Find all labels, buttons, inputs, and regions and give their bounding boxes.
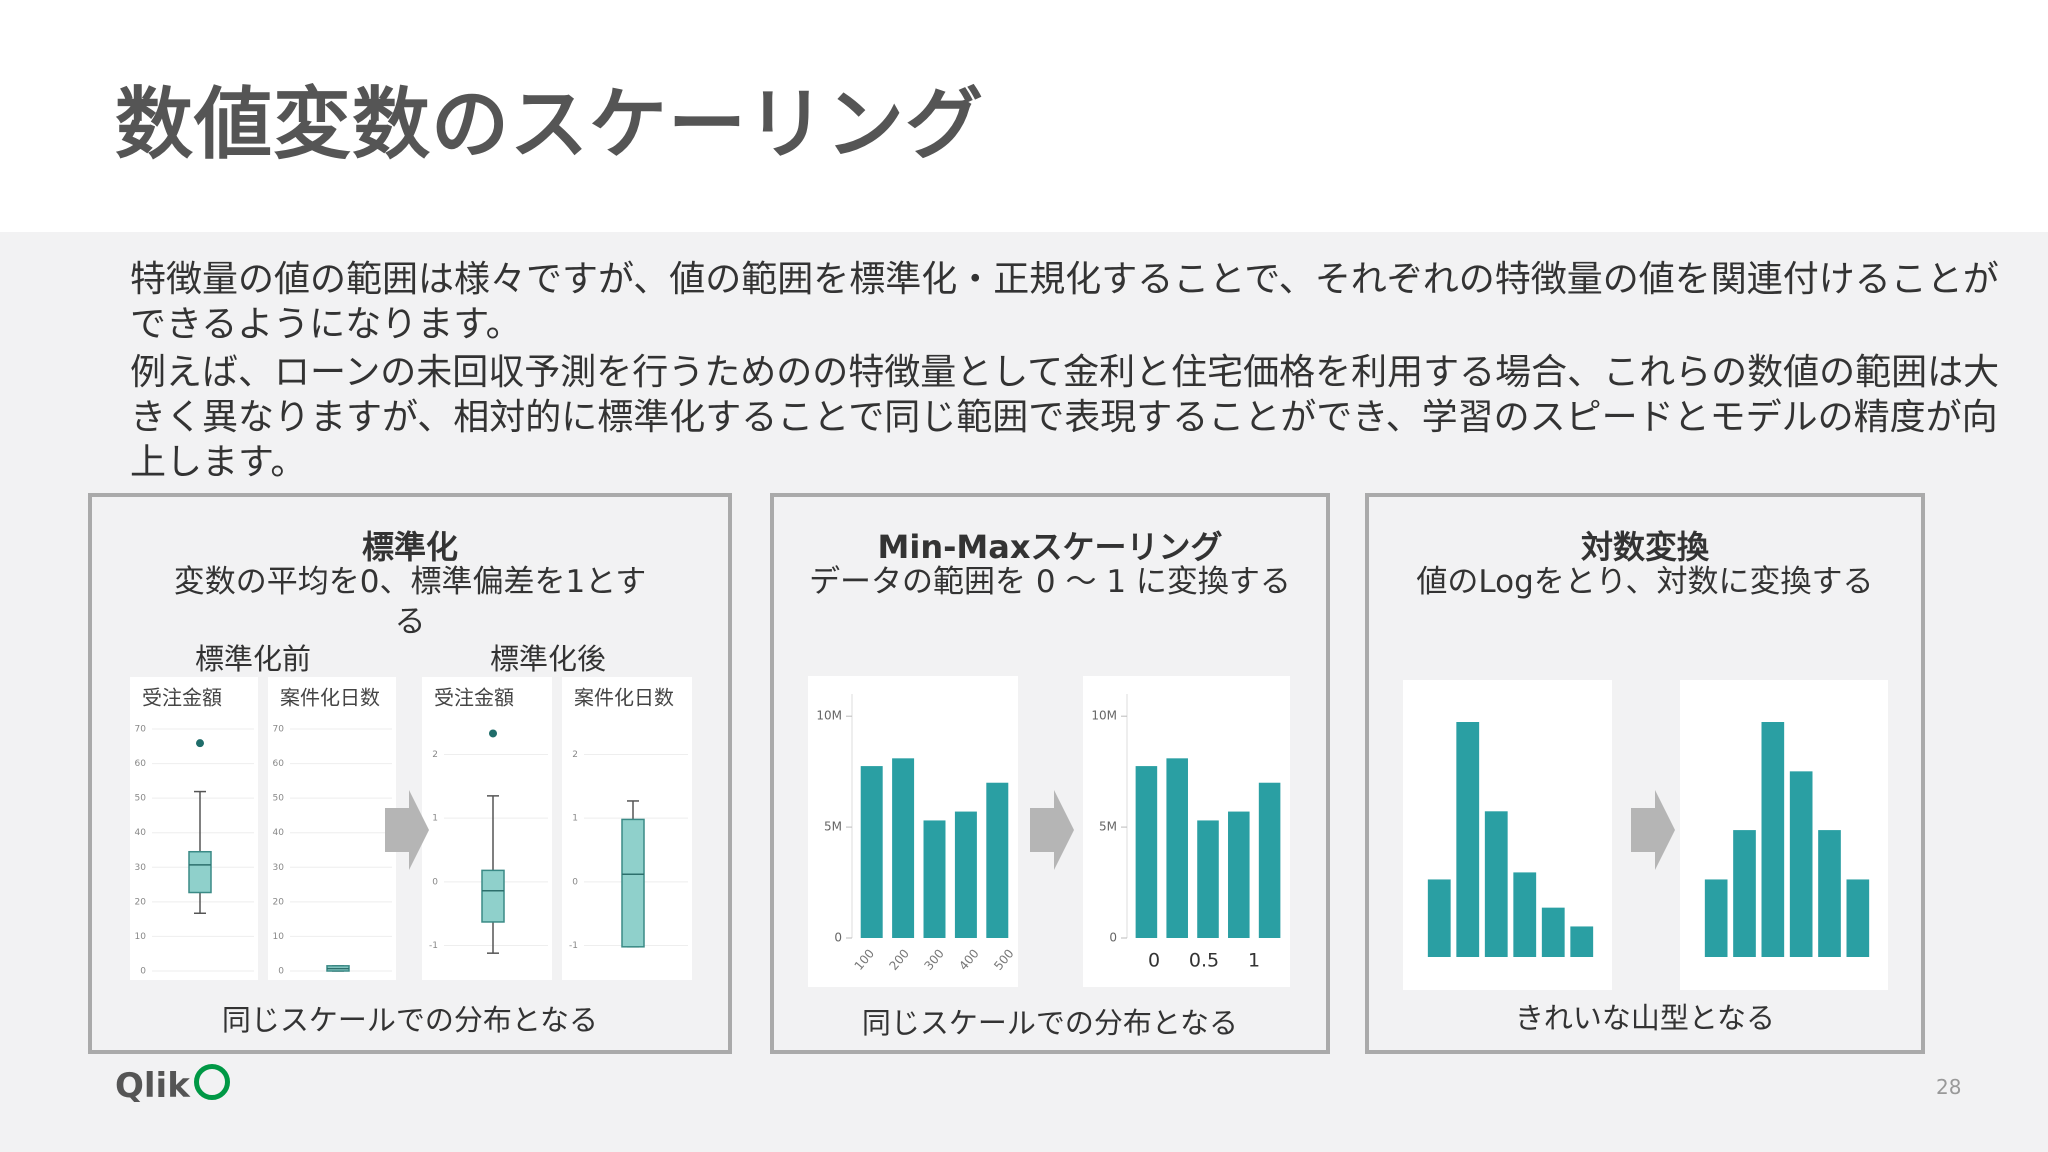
panel-caption: 同じスケールでの分布となる	[861, 1006, 1239, 1040]
bar	[1846, 879, 1870, 957]
y-tick-label: 30	[273, 863, 285, 873]
chart-title: 受注金額	[142, 686, 222, 710]
y-tick-label: 0	[572, 877, 578, 887]
y-tick-label: 1	[572, 814, 578, 824]
y-tick-label: 20	[273, 897, 285, 907]
bar	[1166, 758, 1188, 938]
y-tick-label: 10M	[816, 709, 842, 723]
bar	[1818, 830, 1841, 957]
chart-bg	[268, 677, 396, 980]
y-tick-label: 2	[432, 750, 438, 760]
y-tick-label: 30	[135, 863, 147, 873]
y-tick-label: 50	[273, 794, 285, 804]
y-tick-label: 5M	[1099, 820, 1117, 834]
panel-description: 変数の平均を0、標準偏差を1とする	[173, 564, 647, 640]
bar	[923, 820, 946, 938]
panel-caption: きれいな山型となる	[1514, 1001, 1776, 1035]
y-tick-label: 0	[834, 931, 842, 945]
y-tick-label: 0	[1109, 931, 1117, 945]
panel	[1365, 493, 1925, 1054]
bar	[1456, 722, 1480, 957]
bar	[954, 811, 977, 938]
paragraph: 特徴量の値の範囲は様々ですが、値の範囲を標準化・正規化することで、それぞれの特徴…	[130, 259, 1999, 345]
y-tick-label: -1	[429, 941, 438, 951]
y-tick-label: 70	[273, 725, 285, 735]
bar	[1704, 879, 1728, 957]
group-label: 標準化前	[194, 642, 311, 676]
y-tick-label: 10M	[1091, 709, 1117, 723]
chart-title: 案件化日数	[574, 686, 674, 710]
arrow	[1030, 790, 1074, 870]
y-tick-label: 60	[273, 759, 285, 769]
bar	[1789, 771, 1813, 957]
panel-description: 値のLogをとり、対数に変換する	[1416, 564, 1874, 600]
y-tick-label: 10	[135, 932, 147, 942]
y-tick-label: 10	[273, 932, 285, 942]
panel-caption: 同じスケールでの分布となる	[221, 1003, 599, 1037]
logo-text: Qlik	[115, 1066, 190, 1106]
x-tick-label: 0.5	[1189, 950, 1219, 972]
y-tick-label: 0	[140, 967, 146, 977]
chart-bg	[422, 677, 552, 980]
y-tick-label: 20	[135, 897, 147, 907]
box	[481, 869, 505, 923]
slide-title: 数値変数のスケーリング	[115, 80, 985, 170]
bar	[1484, 811, 1508, 957]
box	[621, 818, 645, 948]
y-tick-label: 1	[432, 814, 438, 824]
panel-heading: 標準化	[361, 528, 458, 566]
logo: Qlik	[115, 1064, 230, 1106]
chart-title: 案件化日数	[280, 686, 380, 710]
y-tick-label: 2	[572, 750, 578, 760]
arrow	[1631, 790, 1675, 870]
arrow	[385, 790, 429, 870]
y-tick-label: 60	[135, 759, 147, 769]
x-tick-label: 0	[1148, 950, 1160, 972]
x-tick-label: 1	[1248, 950, 1260, 972]
y-tick-label: 50	[135, 794, 147, 804]
y-tick-label: 70	[135, 725, 147, 735]
y-tick-label: 5M	[824, 820, 842, 834]
bar	[1733, 830, 1756, 957]
panel-heading: Min-Maxスケーリング	[877, 528, 1223, 566]
box	[188, 850, 212, 894]
bar	[1761, 722, 1785, 957]
y-tick-label: 40	[273, 828, 285, 838]
y-tick-label: 0	[432, 877, 438, 887]
outlier	[196, 739, 204, 748]
paragraph: 例えば、ローンの未回収予測を行うためのの特徴量として金利と住宅価格を利用する場合…	[130, 352, 2000, 483]
bar	[892, 758, 915, 938]
y-tick-label: 40	[135, 828, 147, 838]
logo-mark	[193, 1064, 230, 1100]
chart-title: 受注金額	[434, 686, 514, 710]
page-number: 28	[1936, 1075, 1962, 1099]
bar	[1513, 872, 1537, 957]
bar	[1135, 766, 1158, 938]
bar	[1197, 820, 1219, 938]
panel-description: データの範囲を 0 ～ 1 に変換する	[809, 564, 1291, 600]
panel	[770, 493, 1330, 1054]
y-tick-label: 0	[278, 967, 284, 977]
chart-bg	[130, 677, 258, 980]
bar	[1570, 926, 1594, 957]
panel-heading: 対数変換	[1580, 528, 1709, 566]
group-label: 標準化後	[489, 642, 606, 676]
bar	[986, 782, 1009, 938]
outlier	[489, 729, 497, 738]
panel	[88, 493, 732, 1054]
bar	[1228, 811, 1250, 938]
bar	[1427, 879, 1451, 957]
bar	[1258, 782, 1281, 938]
bar	[860, 766, 883, 938]
y-tick-label: -1	[569, 941, 578, 951]
bar	[1541, 907, 1565, 957]
